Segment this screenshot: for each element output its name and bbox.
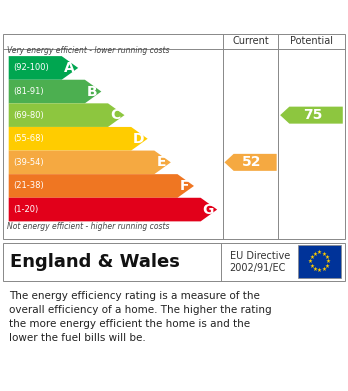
Text: ★: ★ bbox=[317, 250, 322, 255]
Polygon shape bbox=[9, 174, 194, 198]
Text: ★: ★ bbox=[325, 255, 330, 260]
Text: ★: ★ bbox=[308, 259, 313, 264]
Text: Energy Efficiency Rating: Energy Efficiency Rating bbox=[10, 9, 232, 24]
Polygon shape bbox=[9, 103, 125, 127]
Text: ★: ★ bbox=[309, 264, 314, 269]
Text: Not energy efficient - higher running costs: Not energy efficient - higher running co… bbox=[7, 222, 169, 231]
Polygon shape bbox=[9, 127, 148, 151]
Text: E: E bbox=[157, 155, 166, 169]
Text: (39-54): (39-54) bbox=[13, 158, 44, 167]
Polygon shape bbox=[9, 56, 78, 80]
Text: C: C bbox=[110, 108, 120, 122]
Text: ★: ★ bbox=[317, 268, 322, 273]
Polygon shape bbox=[9, 151, 171, 174]
Text: (21-38): (21-38) bbox=[13, 181, 44, 190]
Polygon shape bbox=[9, 198, 217, 221]
Text: Potential: Potential bbox=[290, 36, 333, 47]
Text: 2002/91/EC: 2002/91/EC bbox=[230, 263, 286, 273]
Text: (55-68): (55-68) bbox=[13, 134, 44, 143]
Text: England & Wales: England & Wales bbox=[10, 253, 180, 271]
Text: Very energy efficient - lower running costs: Very energy efficient - lower running co… bbox=[7, 46, 169, 55]
Text: EU Directive: EU Directive bbox=[230, 251, 290, 261]
Text: 75: 75 bbox=[303, 108, 323, 122]
Text: ★: ★ bbox=[325, 264, 330, 269]
Bar bbox=[298, 246, 341, 278]
Text: F: F bbox=[180, 179, 190, 193]
Text: (81-91): (81-91) bbox=[13, 87, 44, 96]
Text: ★: ★ bbox=[313, 267, 317, 272]
Polygon shape bbox=[280, 107, 343, 124]
Text: ★: ★ bbox=[309, 255, 314, 260]
Text: ★: ★ bbox=[321, 251, 326, 256]
Text: (69-80): (69-80) bbox=[13, 111, 44, 120]
Text: (1-20): (1-20) bbox=[13, 205, 38, 214]
Text: ★: ★ bbox=[326, 259, 331, 264]
Text: The energy efficiency rating is a measure of the
overall efficiency of a home. T: The energy efficiency rating is a measur… bbox=[9, 291, 271, 343]
Text: ★: ★ bbox=[313, 251, 317, 256]
Text: Current: Current bbox=[232, 36, 269, 47]
Text: A: A bbox=[64, 61, 74, 75]
Text: (92-100): (92-100) bbox=[13, 63, 49, 72]
Polygon shape bbox=[9, 80, 101, 103]
Text: G: G bbox=[203, 203, 214, 217]
Text: D: D bbox=[133, 132, 144, 146]
Text: B: B bbox=[87, 84, 97, 99]
Text: ★: ★ bbox=[321, 267, 326, 272]
Text: 52: 52 bbox=[242, 155, 262, 169]
Polygon shape bbox=[224, 154, 277, 171]
